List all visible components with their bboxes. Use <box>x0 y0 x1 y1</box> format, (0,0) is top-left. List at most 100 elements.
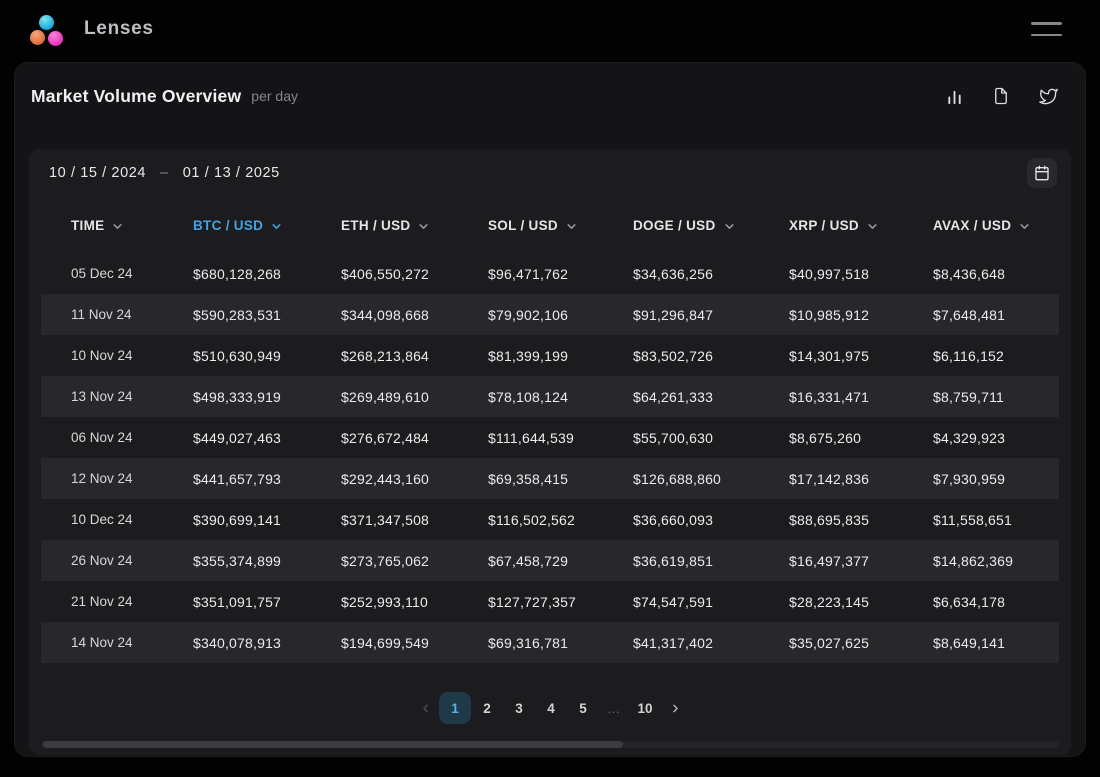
cell-time: 14 Nov 24 <box>71 635 133 650</box>
cell-sol: $127,727,357 <box>488 593 577 610</box>
cell-sol: $81,399,199 <box>488 347 569 364</box>
cell-time: 06 Nov 24 <box>71 430 133 445</box>
cell-avax: $7,648,481 <box>933 306 1006 323</box>
cell-doge: $126,688,860 <box>633 470 722 487</box>
chevron-down-icon <box>419 223 429 229</box>
chart-view-button[interactable] <box>943 85 965 107</box>
page-button-3[interactable]: 3 <box>503 692 535 724</box>
date-filter-row: 10 / 15 / 2024 – 01 / 13 / 2025 <box>29 149 1071 197</box>
chevron-left-icon <box>422 704 428 712</box>
page-subtitle: per day <box>251 88 298 104</box>
brand-home-link[interactable]: Lenses <box>30 11 154 48</box>
column-header-sol-usd[interactable]: SOL / USD <box>488 218 633 233</box>
table-row: 10 Nov 24 $510,630,949 $268,213,864 $81,… <box>41 335 1059 376</box>
page-button-2[interactable]: 2 <box>471 692 503 724</box>
cell-time: 12 Nov 24 <box>71 471 133 486</box>
chevron-down-icon <box>724 223 734 229</box>
cell-sol: $69,358,415 <box>488 470 569 487</box>
page-button-4[interactable]: 4 <box>535 692 567 724</box>
cell-time: 26 Nov 24 <box>71 553 133 568</box>
cell-btc: $441,657,793 <box>193 470 282 487</box>
cell-xrp: $16,331,471 <box>789 388 870 405</box>
cell-doge: $34,636,256 <box>633 265 714 282</box>
chevron-down-icon <box>272 223 281 229</box>
cell-sol: $69,316,781 <box>488 634 569 651</box>
pagination: 1 2 3 4 5 … 10 <box>29 692 1071 724</box>
cell-sol: $79,902,106 <box>488 306 569 323</box>
cell-doge: $36,660,093 <box>633 511 714 528</box>
column-header-xrp-usd[interactable]: XRP / USD <box>789 218 933 233</box>
brand-title: Lenses <box>84 18 154 39</box>
column-header-doge-usd[interactable]: DOGE / USD <box>633 218 789 233</box>
horizontal-scrollbar-thumb[interactable] <box>43 741 624 748</box>
column-header-avax-usd[interactable]: AVAX / USD <box>933 218 1059 233</box>
cell-doge: $74,547,591 <box>633 593 714 610</box>
cell-time: 21 Nov 24 <box>71 594 133 609</box>
table-body: 05 Dec 24 $680,128,268 $406,550,272 $96,… <box>29 253 1071 663</box>
column-header-time[interactable]: TIME <box>71 218 193 233</box>
cell-doge: $36,619,851 <box>633 552 714 569</box>
cell-eth: $276,672,484 <box>341 429 430 446</box>
cell-avax: $14,862,369 <box>933 552 1014 569</box>
cell-eth: $406,550,272 <box>341 265 430 282</box>
page-button-5[interactable]: 5 <box>567 692 599 724</box>
table-header-row: TIME BTC / USD ETH / USD SOL / USD DOGE … <box>29 197 1071 253</box>
cell-time: 13 Nov 24 <box>71 389 133 404</box>
cell-avax: $6,634,178 <box>933 593 1006 610</box>
column-label: TIME <box>71 217 105 233</box>
page-button-10[interactable]: 10 <box>629 692 661 724</box>
page-button-1[interactable]: 1 <box>439 692 471 724</box>
cell-avax: $4,329,923 <box>933 429 1006 446</box>
horizontal-scrollbar-track[interactable] <box>41 741 1059 748</box>
table-row: 12 Nov 24 $441,657,793 $292,443,160 $69,… <box>41 458 1059 499</box>
share-twitter-button[interactable] <box>1037 85 1059 107</box>
cell-eth: $292,443,160 <box>341 470 430 487</box>
market-volume-card: Market Volume Overview per day 10 / 15 /… <box>14 62 1086 757</box>
cell-eth: $268,213,864 <box>341 347 430 364</box>
cell-doge: $55,700,630 <box>633 429 714 446</box>
chevron-down-icon <box>113 223 123 229</box>
cell-doge: $41,317,402 <box>633 634 714 651</box>
calendar-button[interactable] <box>1027 158 1057 188</box>
table-row: 26 Nov 24 $355,374,899 $273,765,062 $67,… <box>41 540 1059 581</box>
column-header-btc-usd[interactable]: BTC / USD <box>193 218 341 233</box>
export-document-button[interactable] <box>990 85 1012 107</box>
cell-time: 10 Dec 24 <box>71 512 133 527</box>
cell-xrp: $40,997,518 <box>789 265 870 282</box>
column-label: SOL / USD <box>488 217 558 233</box>
cell-btc: $390,699,141 <box>193 511 282 528</box>
cell-sol: $96,471,762 <box>488 265 569 282</box>
table-row: 11 Nov 24 $590,283,531 $344,098,668 $79,… <box>41 294 1059 335</box>
column-header-eth-usd[interactable]: ETH / USD <box>341 218 488 233</box>
table-row: 13 Nov 24 $498,333,919 $269,489,610 $78,… <box>41 376 1059 417</box>
cell-doge: $91,296,847 <box>633 306 714 323</box>
cell-xrp: $88,695,835 <box>789 511 870 528</box>
cell-btc: $498,333,919 <box>193 388 282 405</box>
cell-eth: $344,098,668 <box>341 306 430 323</box>
cell-xrp: $28,223,145 <box>789 593 870 610</box>
cell-doge: $64,261,333 <box>633 388 714 405</box>
cell-avax: $6,116,152 <box>933 347 1005 364</box>
prev-page-button[interactable] <box>411 692 439 724</box>
cell-btc: $449,027,463 <box>193 429 282 446</box>
document-icon <box>995 87 1007 105</box>
table-row: 14 Nov 24 $340,078,913 $194,699,549 $69,… <box>41 622 1059 663</box>
cell-avax: $11,558,651 <box>933 511 1013 528</box>
menu-button[interactable] <box>1031 18 1062 40</box>
menu-icon <box>1031 33 1062 36</box>
chevron-down-icon <box>1020 223 1029 229</box>
cell-doge: $83,502,726 <box>633 347 714 364</box>
calendar-icon <box>1035 165 1049 181</box>
chevron-down-icon <box>868 223 877 229</box>
cell-btc: $355,374,899 <box>193 552 282 569</box>
cell-eth: $194,699,549 <box>341 634 430 651</box>
cell-eth: $252,993,110 <box>341 593 429 610</box>
next-page-button[interactable] <box>661 692 689 724</box>
cell-time: 10 Nov 24 <box>71 348 133 363</box>
table-row: 21 Nov 24 $351,091,757 $252,993,110 $127… <box>41 581 1059 622</box>
date-range-input[interactable]: 10 / 15 / 2024 – 01 / 13 / 2025 <box>49 165 280 181</box>
top-navbar: Lenses <box>0 0 1100 58</box>
header-actions <box>943 85 1059 107</box>
cell-btc: $351,091,757 <box>193 593 282 610</box>
date-end: 01 / 13 / 2025 <box>182 165 280 181</box>
